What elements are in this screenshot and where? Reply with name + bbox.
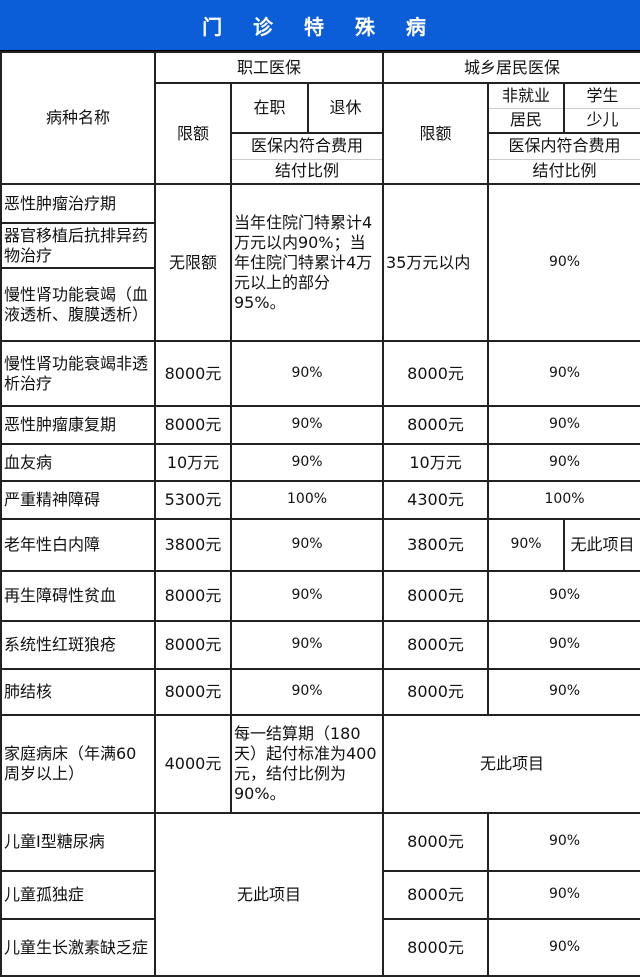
header-resident-ratio-2: 结付比例 <box>487 158 640 185</box>
header-retired: 退休 <box>306 82 385 134</box>
resident-ratio: 90% <box>487 620 640 670</box>
header-student-1: 学生 <box>563 82 640 109</box>
header-resident-limit: 限额 <box>382 82 490 185</box>
header-resident-ratio-1: 医保内符合费用 <box>487 132 640 160</box>
header-non-employed-1: 非就业 <box>487 82 566 109</box>
header-resident-insurance: 城乡居民医保 <box>382 51 640 84</box>
employee-not-applicable: 无此项目 <box>153 812 385 977</box>
disease-name: 器官移植后抗排异药物治疗 <box>0 222 156 269</box>
disease-name: 系统性红斑狼疮 <box>0 620 156 670</box>
resident-ratio: 100% <box>487 480 640 520</box>
resident-ratio: 90% <box>487 812 640 872</box>
disease-name: 严重精神障碍 <box>0 480 156 520</box>
resident-limit: 8000元 <box>382 405 490 445</box>
employee-limit: 8000元 <box>154 340 232 407</box>
resident-ratio: 90% <box>487 918 640 977</box>
employee-ratio: 100% <box>229 480 385 520</box>
resident-ratio: 90% <box>487 405 640 445</box>
resident-limit: 8000元 <box>382 620 490 670</box>
header-employed: 在职 <box>230 82 309 134</box>
header-employee-ratio-2: 结付比例 <box>229 158 385 185</box>
employee-ratio: 每一结算期（180天）起付标准为400元，结付比例为90%。 <box>229 714 385 814</box>
page-title: 门 诊 特 殊 病 <box>0 0 640 51</box>
employee-ratio: 90% <box>229 405 385 445</box>
resident-ratio: 90% <box>487 340 640 407</box>
resident-limit: 10万元 <box>382 443 490 482</box>
header-student-2: 少儿 <box>563 107 640 134</box>
resident-ratio: 90% <box>487 870 640 920</box>
resident-limit: 8000元 <box>382 870 490 920</box>
employee-ratio: 90% <box>229 518 385 572</box>
resident-ratio: 90% <box>487 443 640 482</box>
disease-name: 儿童孤独症 <box>0 870 156 920</box>
resident-limit: 35万元以内 <box>382 183 490 342</box>
resident-limit: 3800元 <box>382 518 490 572</box>
resident-ratio-non-employed: 90% <box>487 518 566 572</box>
employee-ratio: 90% <box>229 620 385 670</box>
employee-ratio: 90% <box>229 570 385 622</box>
disease-name: 老年性白内障 <box>0 518 156 572</box>
disease-name: 慢性肾功能衰竭（血液透析、腹膜透析） <box>0 267 156 342</box>
employee-ratio: 当年住院门特累计4万元以内90%；当年住院门特累计4万元以上的部分95%。 <box>229 183 385 342</box>
employee-limit: 4000元 <box>154 714 232 814</box>
resident-limit: 8000元 <box>382 570 490 622</box>
employee-limit: 10万元 <box>154 443 232 482</box>
resident-limit: 4300元 <box>382 480 490 520</box>
resident-limit: 8000元 <box>382 668 490 716</box>
special-outpatient-table: 病种名称 职工医保 城乡居民医保 限额 在职 退休 限额 非就业 学生 居民 少… <box>0 51 640 977</box>
resident-limit: 8000元 <box>382 812 490 872</box>
resident-ratio: 90% <box>487 668 640 716</box>
disease-name: 恶性肿瘤康复期 <box>0 405 156 445</box>
employee-ratio: 90% <box>229 340 385 407</box>
employee-limit: 3800元 <box>154 518 232 572</box>
header-employee-limit: 限额 <box>154 82 232 185</box>
employee-limit: 8000元 <box>154 668 232 716</box>
employee-limit: 5300元 <box>154 480 232 520</box>
disease-name: 慢性肾功能衰竭非透析治疗 <box>0 340 156 407</box>
header-employee-insurance: 职工医保 <box>153 51 385 84</box>
header-non-employed-2: 居民 <box>487 107 566 134</box>
employee-limit: 无限额 <box>154 183 232 342</box>
disease-name: 儿童生长激素缺乏症 <box>0 918 156 977</box>
employee-limit: 8000元 <box>154 570 232 622</box>
header-employee-ratio-1: 医保内符合费用 <box>229 132 385 160</box>
employee-limit: 8000元 <box>154 405 232 445</box>
employee-ratio: 90% <box>229 443 385 482</box>
disease-name: 恶性肿瘤治疗期 <box>0 183 156 224</box>
disease-name: 肺结核 <box>0 668 156 716</box>
resident-ratio-student: 无此项目 <box>563 518 640 572</box>
employee-ratio: 90% <box>229 668 385 716</box>
resident-limit: 8000元 <box>382 340 490 407</box>
header-disease-name: 病种名称 <box>0 51 156 185</box>
disease-name: 儿童Ⅰ型糖尿病 <box>0 812 156 872</box>
resident-ratio: 90% <box>487 183 640 342</box>
disease-name: 血友病 <box>0 443 156 482</box>
disease-name: 再生障碍性贫血 <box>0 570 156 622</box>
employee-limit: 8000元 <box>154 620 232 670</box>
resident-limit: 8000元 <box>382 918 490 977</box>
disease-name: 家庭病床（年满60周岁以上） <box>0 714 156 814</box>
resident-not-applicable: 无此项目 <box>382 714 640 814</box>
resident-ratio: 90% <box>487 570 640 622</box>
